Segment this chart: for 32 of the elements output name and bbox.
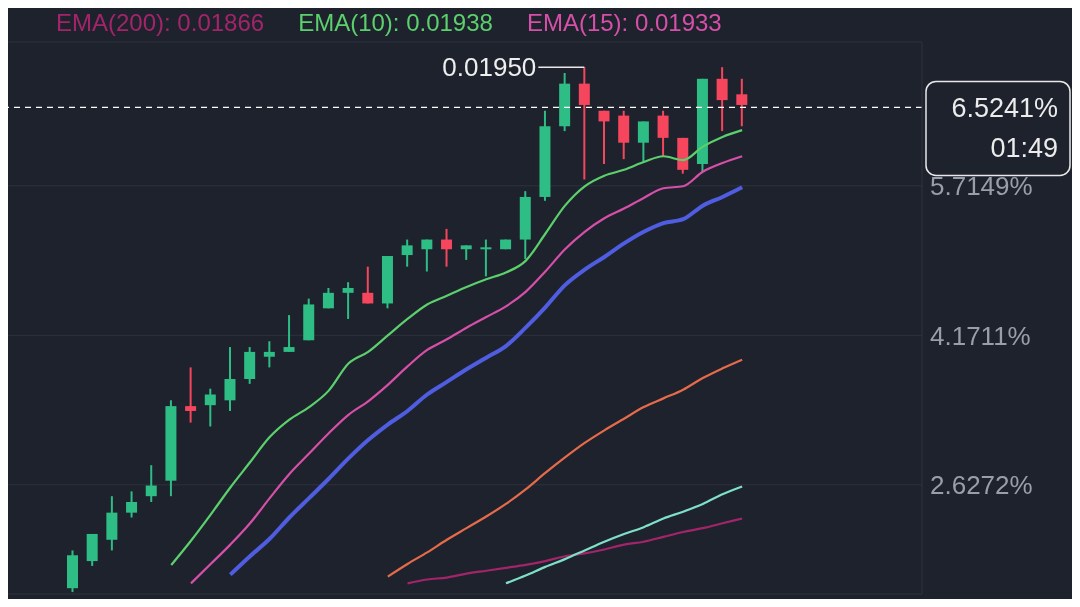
candlestick bbox=[145, 464, 157, 503]
ref-line-label: 6.5241% bbox=[951, 92, 1058, 123]
candlestick bbox=[224, 346, 236, 412]
text: EMA(200): 0.01866 bbox=[56, 9, 265, 37]
candlestick bbox=[204, 387, 216, 428]
candlestick bbox=[401, 238, 413, 268]
candlestick bbox=[342, 281, 354, 320]
line-series bbox=[228, 185, 745, 577]
candlestick bbox=[637, 120, 649, 163]
candlestick bbox=[736, 77, 748, 128]
text: EMA(10): 0.01938 bbox=[298, 9, 493, 37]
y-tick-label: 2.6272% bbox=[930, 470, 1033, 501]
candlestick bbox=[362, 265, 374, 305]
candlestick bbox=[716, 66, 728, 133]
line-series bbox=[386, 358, 744, 578]
y-tick-label: 4.1711% bbox=[930, 320, 1031, 351]
line-series bbox=[406, 517, 744, 585]
candlestick bbox=[598, 109, 610, 166]
candlestick bbox=[578, 66, 590, 181]
text: EMA(15): 0.01933 bbox=[526, 9, 722, 37]
y-tick-label: 5.7149% bbox=[930, 171, 1033, 202]
candlestick bbox=[185, 366, 197, 424]
candlestick bbox=[421, 238, 433, 273]
text: 01:49 bbox=[990, 132, 1058, 163]
candlestick bbox=[263, 340, 275, 369]
candlestick bbox=[126, 490, 138, 519]
annotation: 0.01950 bbox=[442, 52, 537, 83]
candlestick bbox=[657, 109, 669, 158]
candlestick bbox=[441, 227, 453, 268]
candlestick bbox=[480, 238, 492, 278]
line-series bbox=[504, 485, 744, 585]
candlestick bbox=[283, 314, 295, 353]
